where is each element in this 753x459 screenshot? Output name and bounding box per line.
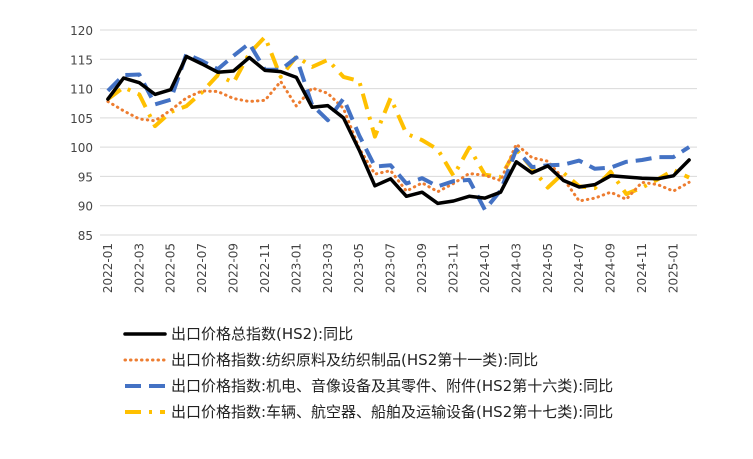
- x-tick-label: 2023-05: [352, 243, 366, 293]
- x-tick-label: 2022-05: [164, 243, 178, 293]
- x-tick-label: 2022-01: [101, 243, 115, 293]
- series-lines: [106, 35, 691, 212]
- legend-label-2: 出口价格指数:机电、音像设备及其零件、附件(HS2第十六类):同比: [171, 377, 613, 395]
- legend-label-1: 出口价格指数:纺织原料及纺织制品(HS2第十一类):同比: [171, 351, 538, 369]
- x-tick-label: 2024-07: [572, 243, 586, 293]
- y-tick-label: 110: [70, 83, 93, 97]
- series-line-0: [106, 54, 691, 206]
- y-tick-label: 85: [78, 229, 93, 243]
- legend-label-3: 出口价格指数:车辆、航空器、船舶及运输设备(HS2第十七类):同比: [171, 403, 613, 421]
- y-tick-label: 105: [70, 112, 93, 126]
- x-tick-label: 2024-05: [541, 243, 555, 293]
- series-line-1: [106, 80, 691, 203]
- x-tick-label: 2023-01: [289, 243, 303, 293]
- y-tick-label: 90: [78, 200, 93, 214]
- x-tick-label: 2023-11: [446, 243, 460, 293]
- y-tick-label: 120: [70, 24, 93, 38]
- legend-label-0: 出口价格总指数(HS2):同比: [171, 325, 353, 343]
- x-tick-label: 2023-09: [415, 243, 429, 293]
- y-tick-label: 100: [70, 141, 93, 155]
- x-tick-label: 2023-07: [384, 243, 398, 293]
- x-tick-label: 2024-11: [635, 243, 649, 293]
- x-tick-label: 2025-01: [666, 243, 680, 293]
- x-tick-label: 2022-09: [227, 243, 241, 293]
- x-tick-label: 2024-01: [478, 243, 492, 293]
- axes: 85 90 95 100 105 110 115 120 2022-01 2022-03 2022-…: [70, 24, 680, 293]
- gridlines: [100, 29, 697, 236]
- x-tick-label: 2024-03: [509, 243, 523, 293]
- series-line-3: [106, 35, 690, 196]
- x-tick-label: 2022-03: [132, 243, 146, 293]
- x-tick-label: 2024-09: [604, 243, 618, 293]
- x-tick-label: 2022-11: [258, 243, 272, 293]
- y-tick-label: 115: [70, 53, 93, 67]
- y-tick-label: 95: [78, 170, 93, 184]
- series-line-2: [106, 41, 691, 212]
- x-tick-label: 2023-03: [321, 243, 335, 293]
- x-tick-label: 2022-07: [195, 243, 209, 293]
- legend: 出口价格总指数(HS2):同比出口价格指数:纺织原料及纺织制品(HS2第十一类)…: [123, 325, 613, 421]
